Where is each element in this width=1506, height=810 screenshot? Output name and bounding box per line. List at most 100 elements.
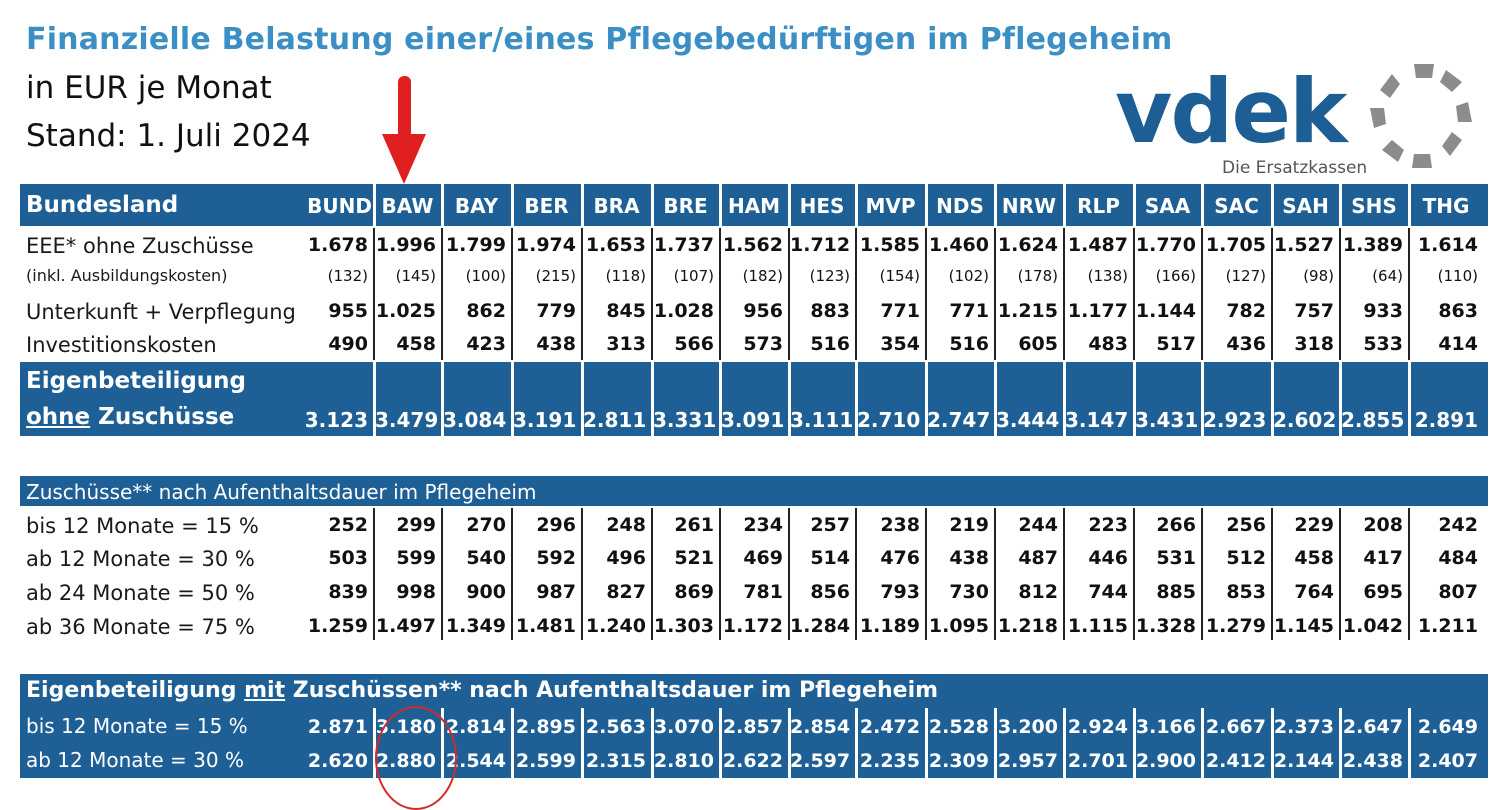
mit-header: Eigenbeteiligung mit Zuschüssen** nach A…	[26, 678, 939, 703]
cell-mvp: 476	[880, 547, 920, 569]
mit-cell-thg: 2.649	[1417, 716, 1478, 738]
mit-cell-bra: 2.563	[585, 716, 646, 738]
cell-bre: 261	[674, 514, 714, 536]
mit-cell-nds: 2.309	[928, 750, 989, 772]
eigen-value-bund: 3.123	[304, 408, 368, 432]
cell-saa: 1.770	[1135, 234, 1196, 256]
mit-cell-rlp: 2.924	[1067, 716, 1128, 738]
cell-bra: (118)	[605, 267, 646, 285]
column-rule	[1063, 228, 1065, 360]
column-rule	[581, 508, 583, 640]
mit-cell-ham: 2.622	[722, 750, 783, 772]
mit-cell-shs: 2.438	[1342, 750, 1403, 772]
cell-sac: 1.705	[1205, 234, 1266, 256]
cell-sah: 1.145	[1273, 615, 1334, 637]
column-rule	[511, 508, 513, 640]
mit-cell-ber: 2.599	[515, 750, 576, 772]
cell-nds: 219	[949, 514, 989, 536]
column-rule	[925, 508, 927, 640]
cell-baw: 599	[396, 547, 436, 569]
cell-baw: 458	[396, 333, 436, 355]
mit-cell-mvp: 2.235	[859, 750, 920, 772]
header-label: Bundesland	[26, 192, 179, 218]
column-divider	[719, 184, 722, 226]
state-header-ber: BER	[524, 194, 569, 218]
cell-saa: 531	[1156, 547, 1196, 569]
cell-shs: (64)	[1372, 267, 1403, 285]
cell-shs: 208	[1363, 514, 1403, 536]
column-rule	[1133, 228, 1135, 360]
cell-shs: 1.042	[1342, 615, 1403, 637]
eigen-value-mvp: 2.710	[857, 408, 921, 432]
table-row: ab 24 Monate = 50 % 839 998 900 987 827 869 781…	[20, 575, 1488, 609]
cell-mvp: 1.585	[859, 234, 920, 256]
mit-cell-bra: 2.315	[585, 750, 646, 772]
cell-ber: 987	[536, 581, 576, 603]
column-rule	[373, 508, 375, 640]
mit-cell-bay: 2.814	[445, 716, 506, 738]
cell-sac: 256	[1226, 514, 1266, 536]
eigen-value-shs: 2.855	[1341, 408, 1405, 432]
mit-row-label: bis 12 Monate = 15 %	[26, 714, 248, 738]
zuschuss-header: Zuschüsse** nach Aufenthaltsdauer im Pfl…	[26, 480, 537, 504]
table-row: ab 36 Monate = 75 % 1.259 1.497 1.349 1.481 1…	[20, 609, 1488, 643]
column-divider	[651, 184, 654, 226]
cell-thg: 863	[1438, 300, 1478, 322]
column-divider	[855, 184, 858, 226]
state-header-saa: SAA	[1144, 194, 1191, 218]
column-divider	[373, 184, 376, 226]
cell-shs: 1.389	[1342, 234, 1403, 256]
mit-cell-nds: 2.528	[928, 716, 989, 738]
cell-bay: 862	[466, 300, 506, 322]
state-header-sah: SAH	[1282, 194, 1329, 218]
column-rule	[1063, 508, 1065, 640]
cell-bay: 540	[466, 547, 506, 569]
cell-bay: 270	[466, 514, 506, 536]
cell-baw: 998	[396, 581, 436, 603]
eigen-value-baw: 3.479	[375, 408, 439, 432]
cell-saa: 517	[1156, 333, 1196, 355]
column-divider	[1201, 184, 1204, 226]
table-row: bis 12 Monate = 15 % 252 299 270 296 248 261 23…	[20, 508, 1488, 542]
column-rule	[994, 508, 996, 640]
column-divider	[1063, 362, 1066, 436]
mit-cell-bre: 3.070	[653, 716, 714, 738]
cell-shs: 533	[1363, 333, 1403, 355]
state-header-baw: BAW	[381, 194, 434, 218]
column-divider	[441, 184, 444, 226]
row-label: (inkl. Ausbildungskosten)	[26, 266, 228, 285]
eigenbeteiligung-band: Eigenbeteiligung ohne Zuschüsse 3.123 3.4…	[20, 362, 1488, 436]
cell-nrw: 244	[1018, 514, 1058, 536]
column-divider	[511, 184, 514, 226]
cell-ham: 1.562	[722, 234, 783, 256]
cell-bre: 1.303	[653, 615, 714, 637]
state-header-ham: HAM	[727, 194, 781, 218]
cell-bra: 248	[606, 514, 646, 536]
cell-sah: 318	[1294, 333, 1334, 355]
highlight-circle	[375, 706, 457, 810]
column-divider	[1271, 362, 1274, 436]
column-divider	[719, 708, 722, 778]
column-divider	[1201, 708, 1204, 778]
cell-nds: 438	[949, 547, 989, 569]
cell-ham: 956	[743, 300, 783, 322]
column-divider	[855, 362, 858, 436]
cell-bre: 521	[674, 547, 714, 569]
column-divider	[441, 362, 444, 436]
cell-rlp: (138)	[1087, 267, 1128, 285]
column-divider	[994, 184, 997, 226]
state-header-sac: SAC	[1214, 194, 1259, 218]
cell-mvp: 793	[880, 581, 920, 603]
cell-nrw: (178)	[1017, 267, 1058, 285]
cell-thg: 484	[1438, 547, 1478, 569]
cell-sac: (127)	[1225, 267, 1266, 285]
mit-cell-shs: 2.647	[1342, 716, 1403, 738]
cell-ham: 573	[743, 333, 783, 355]
mit-cell-saa: 3.166	[1135, 716, 1196, 738]
cell-mvp: 771	[880, 300, 920, 322]
column-rule	[441, 508, 443, 640]
cell-ber: 779	[536, 300, 576, 322]
logo-tagline: Die Ersatzkassen	[1222, 158, 1368, 178]
cell-bra: 1.653	[585, 234, 646, 256]
logo-ring-icon	[1370, 64, 1472, 168]
